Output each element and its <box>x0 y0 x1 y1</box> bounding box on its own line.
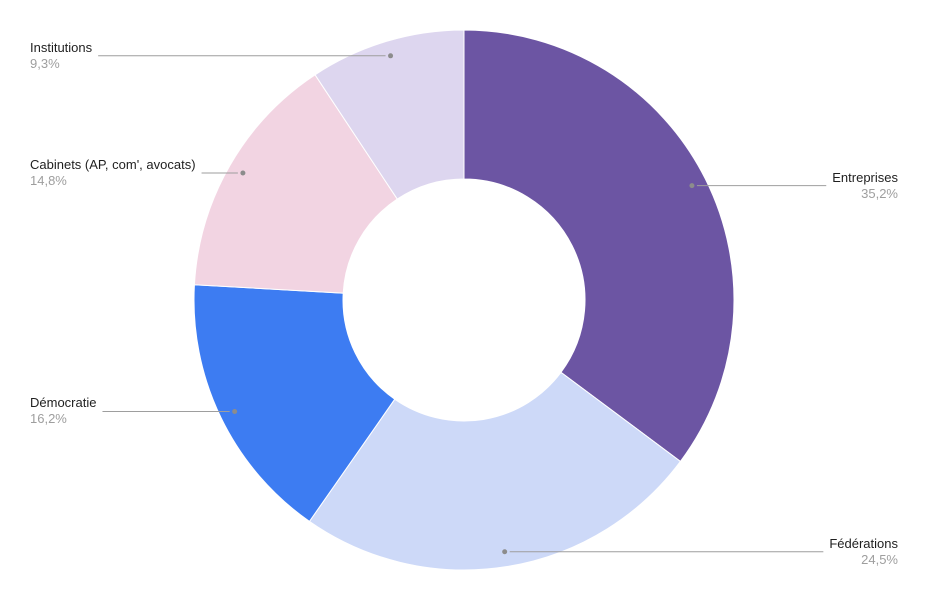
pie-slice[interactable] <box>308 371 682 571</box>
slice-percent: 16,2% <box>30 411 67 427</box>
slice-label: Entreprises <box>832 169 898 185</box>
pie-slice[interactable] <box>463 29 735 463</box>
slice-callout: Entreprises 35,2% <box>832 170 898 202</box>
pie-slice[interactable] <box>193 284 396 523</box>
slice-percent: 35,2% <box>861 185 898 201</box>
slice-percent: 14,8% <box>30 172 67 188</box>
slice-callout: Institutions 9,3% <box>30 40 92 72</box>
slice-callout: Cabinets (AP, com', avocats) 14,8% <box>30 157 196 189</box>
slice-label: Démocratie <box>30 395 97 411</box>
leader-dot <box>689 183 695 189</box>
slice-callout: Démocratie 16,2% <box>30 395 96 427</box>
pie-slice[interactable] <box>193 74 398 294</box>
pie-slice[interactable] <box>314 29 465 200</box>
leader-dot <box>240 170 246 176</box>
slice-percent: 24,5% <box>861 551 898 567</box>
leader-dot <box>388 53 394 59</box>
slice-label: Institutions <box>30 39 93 55</box>
slice-percent: 9,3% <box>30 55 60 71</box>
leader-dot <box>232 408 238 414</box>
slice-label: Cabinets (AP, com', avocats) <box>30 156 196 172</box>
slice-callout: Fédérations 24,5% <box>829 536 898 568</box>
slice-label: Fédérations <box>829 535 898 551</box>
leader-dot <box>502 549 508 555</box>
